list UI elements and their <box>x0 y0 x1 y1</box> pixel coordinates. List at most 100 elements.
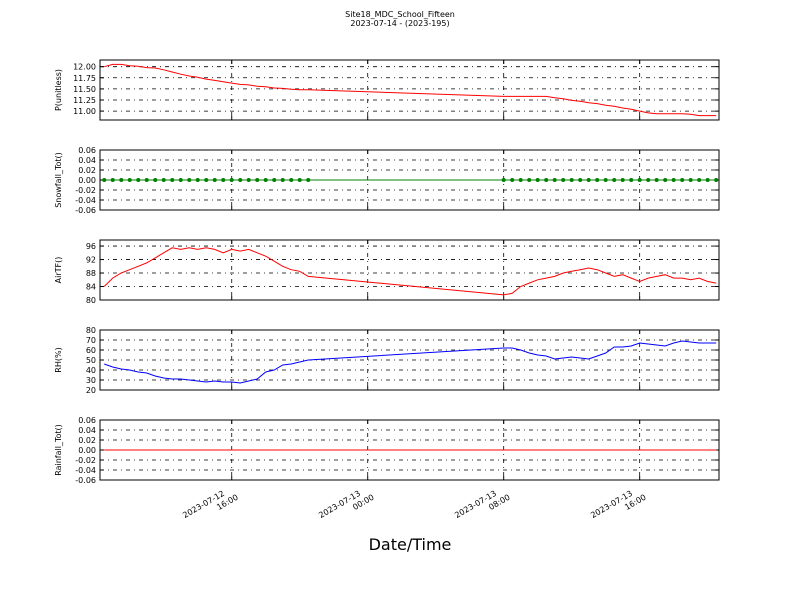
y-tick-label: -0.06 <box>75 206 96 215</box>
y-axis-label: AirTF() <box>54 257 63 284</box>
marker <box>263 178 268 182</box>
y-tick-label: 92 <box>86 256 96 265</box>
y-tick-label: 50 <box>86 356 96 365</box>
y-tick-label: 96 <box>86 242 96 251</box>
y-tick-label: -0.02 <box>75 186 96 195</box>
y-axis-label: P(unitless) <box>54 69 63 111</box>
marker <box>654 178 659 182</box>
marker <box>255 178 260 182</box>
marker <box>646 178 651 182</box>
marker <box>680 178 685 182</box>
marker <box>697 178 702 182</box>
y-tick-label: 70 <box>86 336 96 345</box>
marker <box>187 178 192 182</box>
y-tick-label: -0.04 <box>75 196 96 205</box>
line <box>104 340 717 384</box>
marker <box>612 178 617 182</box>
marker <box>238 178 243 182</box>
marker <box>297 178 302 182</box>
marker <box>535 178 540 182</box>
y-tick-label: 0.06 <box>78 146 96 155</box>
marker <box>195 178 200 182</box>
marker <box>212 178 217 182</box>
plot-frame <box>99 239 720 301</box>
marker <box>586 178 591 182</box>
marker <box>527 178 532 182</box>
marker <box>552 178 557 182</box>
marker <box>144 178 149 182</box>
y-tick-label: 11.25 <box>73 96 96 105</box>
marker <box>714 178 719 182</box>
y-tick-label: 80 <box>86 296 96 305</box>
y-tick-label: 11.50 <box>73 85 96 94</box>
y-tick-label: 60 <box>86 346 96 355</box>
x-tick-label: 2023-07-1300:00 <box>317 484 375 529</box>
marker <box>561 178 566 182</box>
y-tick-label: 40 <box>86 366 96 375</box>
y-tick-label: 0.04 <box>78 156 96 165</box>
marker <box>221 178 226 182</box>
y-tick-label: 11.75 <box>73 74 96 83</box>
marker <box>280 178 285 182</box>
y-tick-label: 0.00 <box>78 446 96 455</box>
y-tick-label: 88 <box>86 269 96 278</box>
marker <box>595 178 600 182</box>
marker <box>102 178 107 182</box>
marker <box>110 178 115 182</box>
marker <box>603 178 608 182</box>
chart-subtitle: 2023-07-14 - (2023-195) <box>350 19 449 28</box>
marker <box>510 178 515 182</box>
y-tick-label: 0.04 <box>78 426 96 435</box>
marker <box>204 178 209 182</box>
marker <box>705 178 710 182</box>
marker <box>306 178 311 182</box>
x-tick-label: 2023-07-1316:00 <box>589 484 647 529</box>
plot-frame <box>99 149 720 211</box>
marker <box>178 178 183 182</box>
marker <box>578 178 583 182</box>
marker <box>289 178 294 182</box>
x-tick-label: 2023-07-1216:00 <box>181 484 239 529</box>
marker <box>620 178 625 182</box>
marker <box>246 178 251 182</box>
y-tick-label: 12.00 <box>73 63 96 72</box>
y-tick-label: 0.06 <box>78 416 96 425</box>
plot-frame <box>99 419 720 481</box>
marker <box>569 178 574 182</box>
x-axis-label: Date/Time <box>369 535 452 554</box>
line <box>103 247 717 296</box>
chart-title: Site18_MDC_School_Fifteen <box>345 10 455 19</box>
marker <box>637 178 642 182</box>
y-axis-label: RH(%) <box>54 347 63 372</box>
y-tick-label: 0.02 <box>78 166 96 175</box>
plot-frame <box>99 329 720 391</box>
marker <box>518 178 523 182</box>
marker <box>629 178 634 182</box>
marker <box>119 178 124 182</box>
marker <box>272 178 277 182</box>
y-tick-label: 20 <box>86 386 96 395</box>
marker <box>501 178 506 182</box>
x-tick-label: 2023-07-1308:00 <box>453 484 511 529</box>
marker <box>170 178 175 182</box>
y-tick-label: 11.00 <box>73 107 96 116</box>
y-tick-label: 84 <box>86 283 96 292</box>
y-axis-label: Rainfall_Tot() <box>54 424 63 476</box>
plot-frame <box>99 59 720 121</box>
marker <box>153 178 158 182</box>
y-tick-label: 30 <box>86 376 96 385</box>
marker <box>688 178 693 182</box>
y-tick-label: 0.00 <box>78 176 96 185</box>
y-tick-label: 0.02 <box>78 436 96 445</box>
y-tick-label: -0.06 <box>75 476 96 485</box>
y-tick-label: -0.04 <box>75 466 96 475</box>
marker <box>229 178 234 182</box>
y-tick-label: 80 <box>86 326 96 335</box>
y-axis-label: Snowfall_Tot() <box>54 152 63 208</box>
marker <box>127 178 132 182</box>
marker <box>161 178 166 182</box>
marker <box>544 178 549 182</box>
marker <box>136 178 141 182</box>
marker <box>663 178 668 182</box>
